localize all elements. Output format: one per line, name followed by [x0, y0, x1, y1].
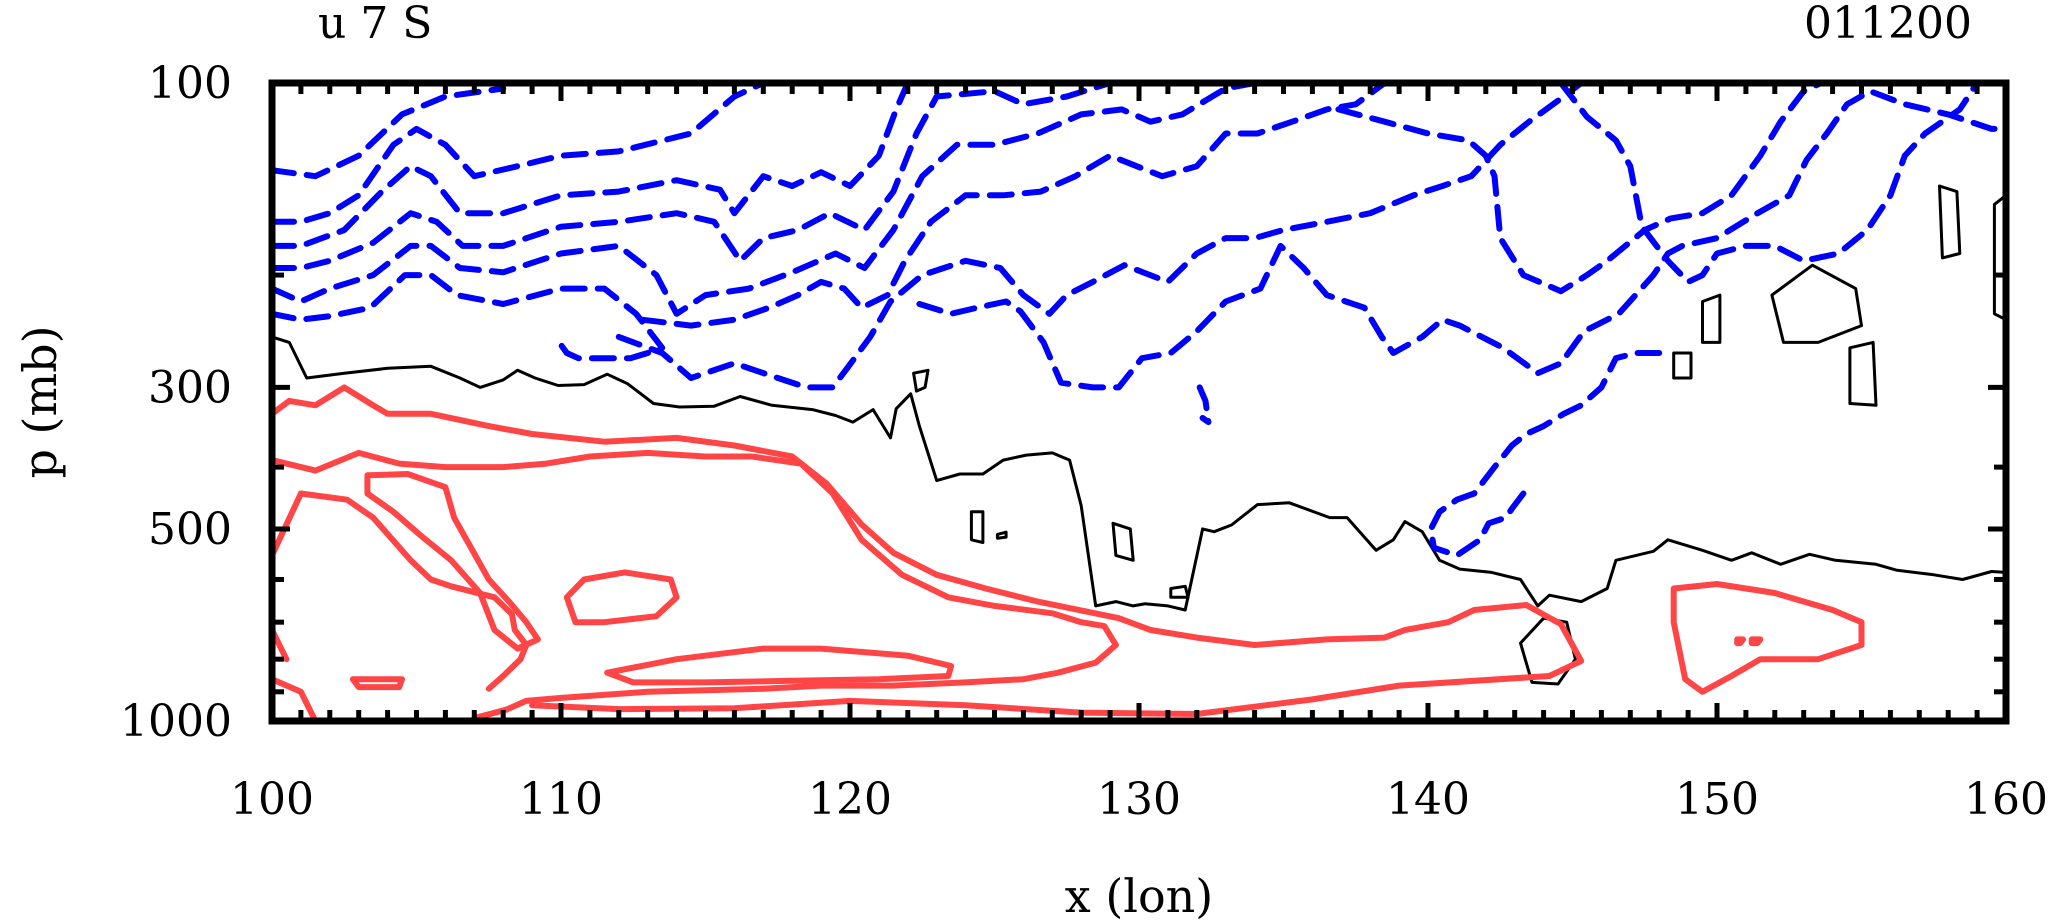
zero-contour-closed-11 [1519, 616, 1577, 686]
chart-title-left: u 7 S [318, 0, 432, 49]
zero-contour-closed-8 [1848, 340, 1878, 407]
positive-contour-0 [269, 384, 1585, 717]
x-tick-label: 120 [808, 774, 892, 825]
tick-layer [269, 80, 2009, 724]
negative-contour-6 [638, 80, 1388, 329]
zero-contour-closed-2 [969, 510, 985, 544]
y-tick-label: 1000 [120, 696, 232, 747]
y-tick-label: 500 [148, 504, 232, 555]
negative-contour-2 [269, 80, 911, 249]
y-tick-label: 100 [148, 58, 232, 109]
positive-contour-closed-5 [1734, 636, 1746, 647]
contour-layer [269, 80, 2009, 724]
zero-contour-closed-6 [1701, 293, 1722, 344]
positive-contour-closed-0 [364, 471, 541, 652]
y-tick-label: 300 [148, 362, 232, 413]
positive-contour-2 [269, 490, 530, 692]
negative-contour-12 [1427, 350, 1663, 559]
y-axis-label: p (mb) [13, 325, 67, 478]
positive-contour-closed-4 [1670, 581, 1865, 695]
zero-contour-closed-4 [1169, 584, 1190, 599]
positive-contour-closed-2 [604, 645, 955, 686]
negative-contour-4 [269, 80, 1258, 317]
negative-contour-0 [269, 85, 507, 180]
positive-contour-closed-1 [563, 569, 680, 626]
positive-contour-4 [269, 676, 319, 724]
zero-contour-0 [270, 335, 2008, 612]
negative-contour-3 [269, 80, 1114, 271]
zero-contour-closed-0 [912, 368, 930, 393]
x-tick-label: 130 [1097, 774, 1181, 825]
x-tick-label: 140 [1386, 774, 1470, 825]
negative-contour-7 [615, 80, 1585, 391]
negative-contour-5 [269, 272, 666, 362]
x-tick-label: 100 [230, 774, 314, 825]
negative-contour-1 [269, 80, 767, 225]
x-tick-label: 110 [519, 774, 603, 825]
x-tick-label: 160 [1964, 774, 2048, 825]
x-tick-labels: 100 110 120 130 140 150 160 [230, 774, 2048, 825]
y-tick-labels: 100 300 500 1000 [120, 58, 232, 747]
zero-contour-closed-3 [1111, 521, 1135, 562]
x-tick-label: 150 [1675, 774, 1759, 825]
positive-contour-closed-3 [349, 676, 405, 691]
zero-contour-closed-1 [995, 530, 1008, 540]
zero-contour-closed-5 [1672, 351, 1693, 380]
negative-contour-11 [1196, 384, 1212, 426]
zero-contour-closed-7 [1770, 263, 1863, 344]
chart-title-right: 011200 [1804, 0, 1972, 49]
positive-contour-closed-6 [1748, 636, 1764, 647]
negative-contour-10 [1335, 80, 1824, 295]
negative-contour-8 [916, 88, 2009, 391]
zero-contour-closed-9 [1938, 184, 1962, 260]
x-axis-label: x (lon) [1065, 869, 1214, 923]
positive-contour-1 [269, 449, 1119, 722]
negative-contour-9 [1557, 80, 1981, 285]
